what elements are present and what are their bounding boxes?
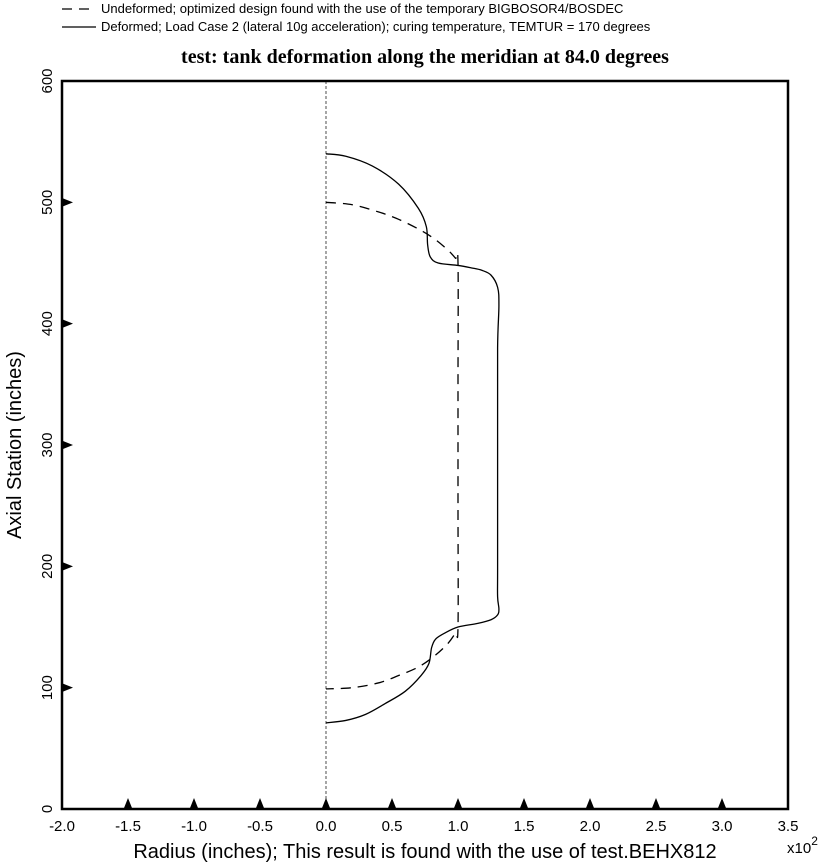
x-tick-label: -2.0 <box>49 818 75 835</box>
x-axis-multiplier: x102 <box>787 834 818 857</box>
y-axis-label: Axial Station (inches) <box>4 351 26 539</box>
series-line-deformed <box>325 153 500 724</box>
legend-entry-deformed: Deformed; Load Case 2 (lateral 10g accel… <box>101 19 651 34</box>
x-tick-label: 2.0 <box>580 818 601 835</box>
x-axis-multiplier-base: x10 <box>787 840 811 857</box>
x-tick-label: 3.5 <box>778 818 799 835</box>
y-tick-label: 400 <box>39 311 56 336</box>
axis-ticks: -2.0 -1.5 -1.0 -0.5 0.0 0.5 1.0 1.5 2.0 2.5 3.0 3.5… <box>39 68 798 835</box>
x-axis-label: Radius (inches); This result is found wi… <box>133 841 716 863</box>
x-tick-label: 3.0 <box>712 818 733 835</box>
legend: Undeformed; optimized design found with … <box>62 1 651 34</box>
y-tick-label: 0 <box>39 805 56 813</box>
x-tick-mark <box>520 798 528 808</box>
x-tick-label: 0.0 <box>316 818 337 835</box>
y-tick-label: 300 <box>39 432 56 457</box>
x-tick-label: 2.5 <box>646 818 667 835</box>
x-axis-multiplier-exponent: 2 <box>811 834 818 848</box>
y-tick-label: 500 <box>39 190 56 215</box>
x-tick-mark <box>124 798 132 808</box>
x-tick-mark <box>322 798 330 808</box>
x-tick-mark <box>586 798 594 808</box>
plot-area <box>325 81 500 809</box>
chart-title: test: tank deformation along the meridia… <box>181 46 669 68</box>
y-tick-mark <box>63 198 73 207</box>
y-tick-mark <box>63 319 73 328</box>
x-tick-mark <box>190 798 198 808</box>
x-tick-label: 1.5 <box>514 818 535 835</box>
x-tick-label: 1.0 <box>448 818 469 835</box>
x-tick-mark <box>388 798 396 808</box>
x-tick-mark <box>652 798 660 808</box>
x-tick-label: -0.5 <box>247 818 273 835</box>
x-tick-label: -1.0 <box>181 818 207 835</box>
x-tick-label: -1.5 <box>115 818 141 835</box>
x-tick-mark <box>718 798 726 808</box>
series-line-undeformed <box>325 201 459 690</box>
y-tick-mark <box>63 441 73 449</box>
y-tick-label: 600 <box>39 68 56 93</box>
y-tick-label: 100 <box>39 675 56 700</box>
x-tick-mark <box>256 798 264 808</box>
x-tick-mark <box>454 798 462 808</box>
legend-entry-undeformed: Undeformed; optimized design found with … <box>101 1 623 16</box>
y-tick-label: 200 <box>39 554 56 579</box>
x-tick-label: 0.5 <box>382 818 403 835</box>
plot-frame <box>60 79 790 811</box>
y-tick-mark <box>63 562 73 571</box>
y-tick-mark <box>63 683 73 692</box>
